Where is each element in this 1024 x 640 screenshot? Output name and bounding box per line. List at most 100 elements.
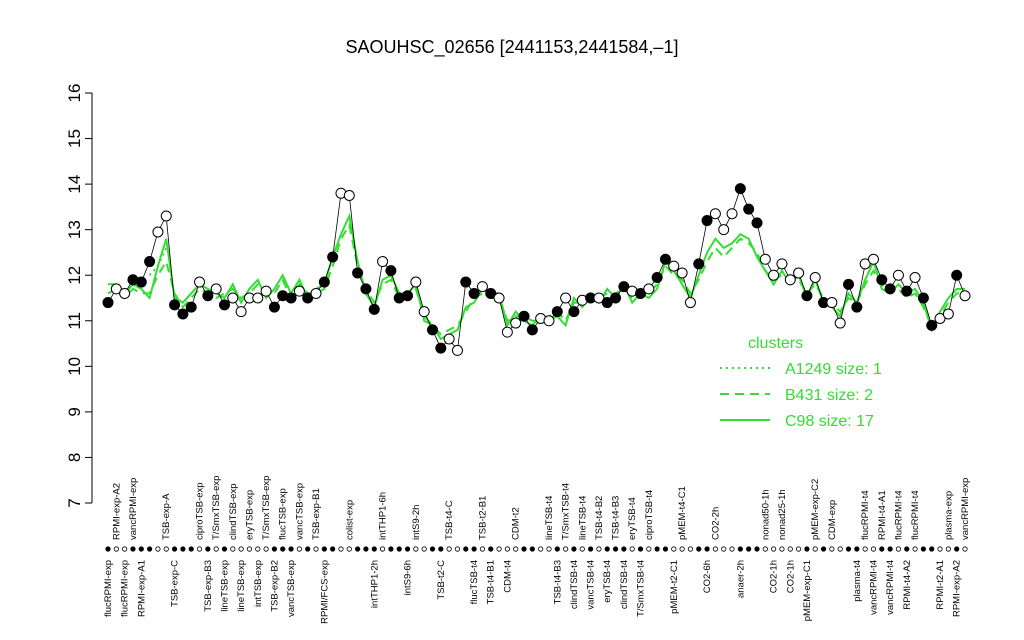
sample-point	[526, 324, 538, 336]
rug-point	[379, 546, 386, 552]
rug-point	[704, 546, 710, 552]
rug-point	[280, 546, 286, 552]
x-tick-label: flucRPMI-t4	[910, 490, 921, 540]
rug-point	[496, 546, 502, 552]
sample-point	[759, 253, 771, 265]
rug-point	[904, 546, 910, 552]
rug-point	[246, 546, 253, 552]
sample-point	[693, 258, 705, 270]
sample-point	[959, 290, 971, 302]
sample-point	[343, 190, 355, 201]
x-tick-label: colist-exp	[344, 500, 355, 540]
y-tick-label: 8	[65, 453, 84, 462]
sample-point	[826, 297, 838, 309]
rug-point	[479, 546, 486, 552]
sample-point	[543, 315, 555, 327]
rug-point	[563, 546, 569, 552]
rug-point	[255, 546, 261, 552]
sample-point	[859, 258, 871, 270]
sample-point	[119, 287, 131, 299]
rug-point	[446, 546, 452, 552]
sample-point	[302, 292, 314, 304]
x-tick-label: vancRPMI-exp	[128, 478, 139, 540]
sample-point	[851, 301, 863, 313]
rug-point	[671, 546, 677, 552]
rug-point	[696, 546, 702, 552]
sample-point	[460, 276, 472, 288]
x-tick-label: TSB-t4-B2	[594, 496, 605, 540]
sample-point	[110, 283, 122, 295]
y-tick-label: 15	[65, 129, 84, 148]
sample-point	[593, 292, 605, 304]
sample-point	[659, 253, 671, 265]
x-tick-label: eryTSB-t4	[602, 560, 613, 603]
rug-point	[471, 546, 477, 552]
rug-point	[862, 546, 868, 552]
x-tick-label: CDM-exp	[827, 500, 838, 540]
sample-point	[252, 292, 264, 304]
x-tick-label: pMEM-t4-C1	[677, 486, 688, 540]
sample-point	[485, 287, 497, 299]
sample-point	[493, 292, 505, 304]
rug-point	[263, 546, 269, 552]
x-tick-label: TSB-t4-B3	[552, 560, 563, 604]
sample-point	[194, 276, 206, 288]
x-tick-label: vancTSB-t4	[586, 560, 597, 610]
rug-point	[621, 546, 627, 552]
sample-point	[834, 317, 846, 329]
rug-point	[396, 546, 402, 552]
rug-point	[346, 546, 352, 552]
x-tick-label: TSB-t4-C	[444, 500, 455, 540]
x-tick-label: T/SmxTSB-exp	[261, 476, 272, 540]
x-tick-label: eryTSB-exp	[244, 490, 255, 540]
sample-point	[227, 292, 239, 304]
rug-point	[155, 546, 161, 552]
rug-point	[629, 546, 635, 552]
x-tick-label: pMEM-exp-C1	[802, 560, 813, 621]
rug-point	[895, 546, 902, 552]
sample-point	[718, 224, 730, 236]
sample-point	[934, 313, 946, 324]
x-tick-label: RPMI/FCS-exp	[319, 560, 330, 624]
rug-point	[180, 546, 186, 552]
x-tick-label: intTHP1-6h	[378, 492, 389, 540]
sample-point	[651, 272, 663, 283]
sample-point	[942, 308, 954, 320]
x-tick-label: nonad25-1h	[777, 489, 788, 540]
sample-point	[926, 319, 938, 331]
sample-point	[643, 283, 655, 295]
sample-point	[909, 272, 921, 283]
x-tick-label: CO2-1h	[785, 560, 796, 593]
rug-point	[587, 546, 594, 552]
sample-point	[293, 285, 305, 297]
rug-point	[271, 546, 278, 552]
x-tick-label: RPMI-t2-A1	[935, 560, 946, 610]
sample-point	[360, 283, 372, 295]
sample-point	[160, 210, 172, 222]
sample-point	[568, 306, 580, 318]
sample-point	[510, 317, 522, 329]
sample-point	[185, 301, 197, 313]
rug-point	[912, 546, 918, 552]
y-tick-label: 16	[65, 84, 84, 103]
rug-point	[213, 546, 219, 552]
rug-point	[321, 546, 327, 552]
sample-point	[426, 324, 438, 336]
legend-title: clusters	[748, 335, 803, 352]
x-tick-label: nonad50-1h	[760, 489, 771, 540]
rug-point	[945, 546, 951, 552]
sample-point	[618, 281, 630, 293]
rug-point	[954, 546, 960, 552]
x-tick-label: CO2-2h	[710, 507, 721, 540]
rug-point	[937, 546, 943, 552]
rug-point	[737, 546, 743, 552]
sample-point	[676, 267, 688, 279]
sample-point	[260, 285, 272, 297]
sample-point	[310, 287, 322, 299]
sample-point	[751, 217, 763, 229]
rug-point	[413, 546, 419, 552]
rug-point	[812, 546, 818, 552]
legend-label: A1249 size: 1	[785, 361, 882, 378]
rug-point	[637, 546, 644, 552]
sample-point	[892, 269, 904, 281]
